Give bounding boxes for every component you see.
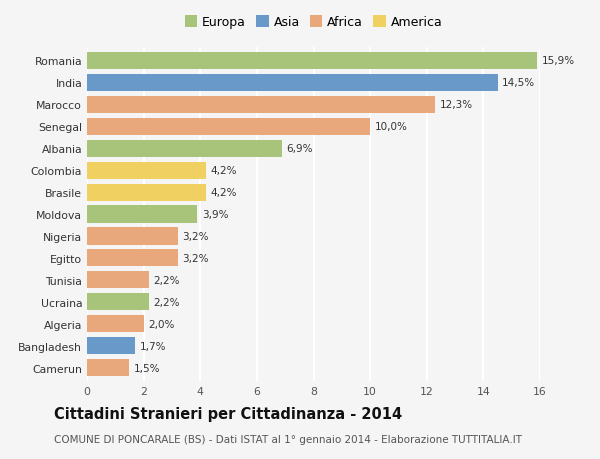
Text: 4,2%: 4,2% — [210, 188, 236, 198]
Bar — [87, 140, 283, 157]
Bar — [87, 206, 197, 223]
Text: Cittadini Stranieri per Cittadinanza - 2014: Cittadini Stranieri per Cittadinanza - 2… — [54, 406, 402, 421]
Text: 1,5%: 1,5% — [134, 363, 160, 373]
Legend: Europa, Asia, Africa, America: Europa, Asia, Africa, America — [179, 11, 448, 34]
Text: 1,7%: 1,7% — [139, 341, 166, 351]
Text: 10,0%: 10,0% — [374, 122, 407, 132]
Text: 3,2%: 3,2% — [182, 253, 208, 263]
Bar — [87, 53, 537, 70]
Text: 6,9%: 6,9% — [287, 144, 313, 154]
Bar — [87, 250, 178, 267]
Bar — [87, 272, 149, 289]
Bar — [87, 294, 149, 311]
Text: 3,9%: 3,9% — [202, 210, 228, 219]
Text: 2,2%: 2,2% — [154, 297, 180, 307]
Text: 2,2%: 2,2% — [154, 275, 180, 285]
Bar — [87, 315, 143, 333]
Text: 4,2%: 4,2% — [210, 166, 236, 176]
Bar — [87, 184, 206, 201]
Text: COMUNE DI PONCARALE (BS) - Dati ISTAT al 1° gennaio 2014 - Elaborazione TUTTITAL: COMUNE DI PONCARALE (BS) - Dati ISTAT al… — [54, 434, 522, 444]
Bar — [87, 75, 497, 92]
Text: 12,3%: 12,3% — [439, 100, 473, 110]
Bar — [87, 162, 206, 179]
Bar — [87, 118, 370, 135]
Text: 2,0%: 2,0% — [148, 319, 174, 329]
Bar — [87, 337, 135, 354]
Text: 3,2%: 3,2% — [182, 231, 208, 241]
Bar — [87, 359, 130, 376]
Bar — [87, 228, 178, 245]
Text: 14,5%: 14,5% — [502, 78, 535, 88]
Bar — [87, 96, 435, 114]
Text: 15,9%: 15,9% — [541, 56, 575, 66]
